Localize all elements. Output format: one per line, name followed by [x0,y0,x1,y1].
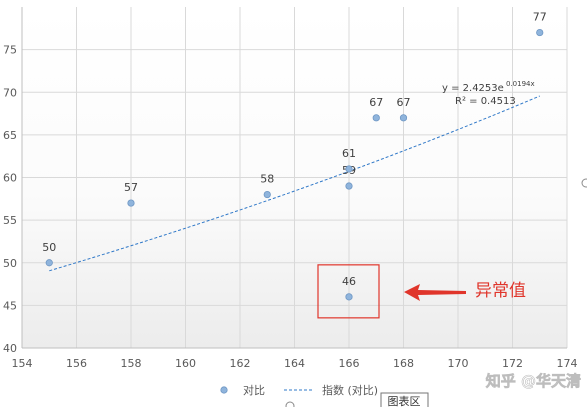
grid-lines [21,7,568,349]
tooltip: 图表区 [380,392,429,410]
legend-label-trendline: 指数 (对比) [322,383,378,397]
data-point [536,28,544,37]
y-tick-label: 40 [3,342,17,355]
axis-tick-labels: 154 156 158 160 162 164 166 168 170 172 174 40 45 50 5… [3,44,578,370]
outlier-label: 异常值 [475,281,526,301]
trendline-equation: y = 2.4253e 0.0194x R² = 0.4513 [442,80,535,107]
watermark: 知乎 @华天清 [486,372,581,390]
data-label: 50 [42,241,56,254]
y-tick-label: 55 [3,214,17,227]
equation-base: y = 2.4253e [442,83,504,94]
data-point [399,114,408,122]
equation-exponent: 0.0194x [506,80,535,88]
data-label: 61 [342,147,356,160]
data-label: 77 [533,11,547,24]
data-point [345,182,353,190]
resize-handle-bottom[interactable] [285,401,295,411]
x-tick-label: 174 [557,357,578,370]
x-tick-label: 156 [66,357,87,370]
r-squared: R² = 0.4513 [455,96,516,107]
data-points: 505758596146676777 [42,11,547,301]
outlier-arrow [404,284,466,301]
data-label: 46 [342,275,356,288]
x-tick-label: 170 [448,357,469,370]
y-tick-label: 60 [3,172,17,185]
data-point [45,259,53,267]
data-point [372,114,380,122]
y-tick-label: 65 [3,129,17,142]
data-point [345,293,353,301]
x-tick-label: 160 [175,357,196,370]
legend-marker-series [220,386,228,394]
legend-label-series: 对比 [243,383,265,397]
x-tick-label: 164 [284,357,305,370]
x-tick-label: 172 [502,357,523,370]
data-point [345,165,353,173]
resize-handle-right[interactable] [581,178,587,188]
legend: 对比 指数 (对比) [220,383,378,397]
x-tick-label: 162 [230,357,251,370]
outlier-annotation: 异常值 [317,264,526,319]
x-tick-label: 158 [121,357,142,370]
y-tick-label: 45 [3,299,17,312]
outlier-box [317,264,380,319]
data-point [127,199,135,207]
data-label: 57 [124,181,138,194]
y-tick-label: 75 [3,44,17,57]
x-tick-label: 168 [393,357,414,370]
data-label: 58 [260,173,274,186]
x-tick-label: 166 [339,357,360,370]
tooltip-text: 图表区 [388,394,421,407]
trendline-group [49,95,540,272]
data-label: 67 [397,96,411,109]
trendline [49,95,540,272]
y-tick-label: 50 [3,257,17,270]
data-point [263,190,271,199]
x-tick-label: 154 [12,357,33,370]
y-tick-label: 70 [3,86,17,99]
data-label: 67 [369,96,383,109]
